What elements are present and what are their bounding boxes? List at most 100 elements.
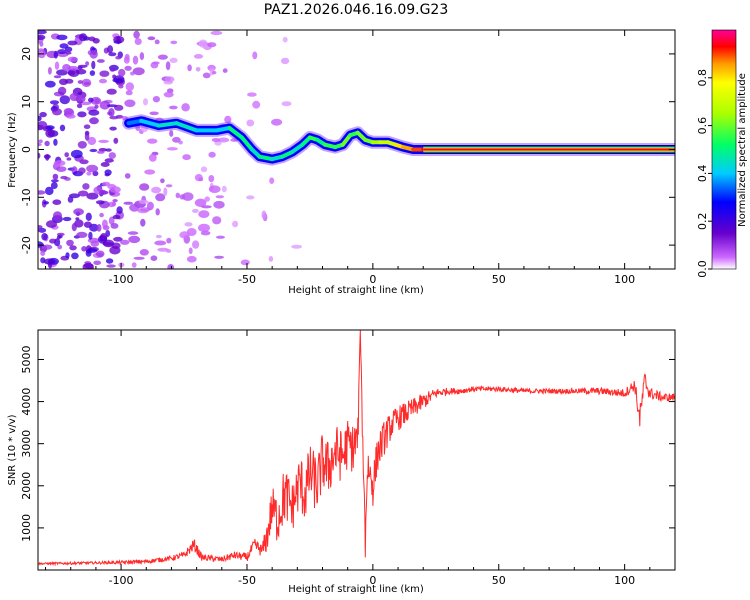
noise-speckle bbox=[52, 108, 62, 116]
noise-speckle bbox=[96, 150, 105, 154]
noise-speckle bbox=[154, 39, 160, 45]
noise-speckle bbox=[38, 48, 44, 52]
noise-speckle bbox=[67, 40, 78, 46]
noise-speckle bbox=[152, 96, 160, 103]
noise-speckle bbox=[132, 67, 145, 76]
noise-speckle bbox=[149, 111, 159, 116]
noise-speckle bbox=[88, 109, 100, 116]
noise-speckle bbox=[151, 186, 162, 194]
colorbar-tick-label: 0.2 bbox=[696, 212, 709, 230]
x-tick-label: 0 bbox=[369, 574, 376, 587]
y-tick-label: 1000 bbox=[20, 514, 33, 542]
spectrogram-y-ticks: -20 -10 0 10 20 bbox=[20, 47, 675, 254]
noise-speckle bbox=[124, 65, 132, 71]
noise-speckle bbox=[40, 250, 46, 256]
noise-speckle bbox=[38, 190, 46, 195]
noise-speckle bbox=[246, 119, 255, 127]
noise-speckle bbox=[138, 199, 149, 204]
noise-speckle bbox=[133, 256, 145, 260]
noise-speckle bbox=[144, 169, 156, 175]
noise-speckle bbox=[79, 101, 92, 106]
noise-speckle bbox=[77, 190, 89, 197]
noise-speckle bbox=[75, 217, 80, 221]
noise-speckle bbox=[45, 129, 55, 138]
noise-speckle bbox=[113, 40, 122, 44]
snr-series-line bbox=[38, 330, 675, 567]
noise-speckle bbox=[77, 66, 83, 70]
noise-speckle bbox=[51, 179, 59, 183]
noise-speckle bbox=[53, 75, 62, 79]
noise-speckle bbox=[53, 160, 66, 167]
noise-speckle bbox=[192, 240, 200, 249]
noise-speckle bbox=[268, 256, 274, 262]
noise-speckle bbox=[169, 57, 178, 63]
noise-speckle bbox=[147, 138, 158, 144]
noise-speckle bbox=[45, 220, 58, 228]
noise-speckle bbox=[124, 173, 131, 179]
noise-speckle bbox=[106, 264, 116, 268]
noise-speckle bbox=[67, 56, 78, 63]
x-tick-label: 50 bbox=[492, 574, 506, 587]
noise-speckle bbox=[146, 201, 154, 211]
y-tick-label: 4000 bbox=[20, 388, 33, 416]
noise-speckle bbox=[85, 249, 92, 257]
noise-speckle bbox=[111, 201, 117, 207]
noise-speckle bbox=[108, 152, 117, 159]
noise-speckle bbox=[179, 194, 186, 200]
noise-speckle bbox=[155, 208, 160, 216]
snr-x-ticks: -100 -50 0 50 100 bbox=[45, 330, 676, 587]
noise-speckle bbox=[129, 203, 140, 212]
snr-plot-area bbox=[38, 330, 675, 570]
spectrogram-x-axis-title: Height of straight line (km) bbox=[288, 285, 424, 296]
noise-speckle bbox=[45, 186, 54, 196]
spectrogram-x-ticks: -100 -50 0 50 100 bbox=[45, 30, 676, 286]
noise-speckle bbox=[182, 154, 191, 161]
colorbar-tick-label: 0.8 bbox=[696, 69, 709, 87]
noise-speckle bbox=[44, 125, 55, 130]
noise-speckle bbox=[57, 244, 63, 250]
noise-speckle bbox=[86, 192, 99, 200]
noise-speckle bbox=[204, 196, 210, 202]
noise-speckle bbox=[139, 249, 149, 256]
ridge-segment bbox=[290, 142, 305, 154]
figure-title: PAZ1.2026.046.16.09.G23 bbox=[264, 2, 449, 18]
ridge-segment bbox=[126, 118, 144, 126]
noise-speckle bbox=[130, 71, 135, 76]
spectrogram-noise bbox=[38, 30, 302, 269]
noise-speckle bbox=[165, 61, 171, 71]
noise-speckle bbox=[108, 108, 115, 117]
noise-speckle bbox=[82, 36, 91, 41]
noise-speckle bbox=[215, 195, 224, 199]
noise-speckle bbox=[157, 54, 168, 60]
noise-speckle bbox=[188, 247, 193, 255]
noise-speckle bbox=[207, 42, 217, 48]
noise-speckle bbox=[95, 200, 105, 205]
noise-speckle bbox=[110, 223, 119, 229]
noise-speckle bbox=[113, 236, 123, 242]
ridge-segment bbox=[139, 118, 161, 128]
noise-speckle bbox=[65, 114, 76, 119]
noise-speckle bbox=[89, 148, 98, 153]
noise-speckle bbox=[90, 240, 100, 247]
spectrogram-ridge bbox=[122, 114, 675, 166]
ridge-segment bbox=[227, 126, 244, 140]
noise-speckle bbox=[75, 95, 86, 103]
noise-speckle bbox=[213, 200, 225, 209]
noise-speckle bbox=[163, 91, 174, 98]
noise-speckle bbox=[89, 117, 99, 125]
noise-speckle bbox=[97, 59, 105, 63]
noise-speckle bbox=[186, 255, 197, 263]
noise-speckle bbox=[106, 88, 117, 95]
noise-speckle bbox=[91, 60, 96, 70]
noise-speckle bbox=[83, 124, 91, 129]
noise-speckle bbox=[125, 82, 134, 91]
noise-speckle bbox=[53, 138, 58, 146]
noise-speckle bbox=[211, 138, 221, 142]
y-tick-label: 0 bbox=[20, 146, 33, 153]
spectrogram-y-axis-title: Frequency (Hz) bbox=[7, 112, 18, 188]
noise-speckle bbox=[57, 86, 67, 95]
noise-speckle bbox=[198, 39, 208, 48]
noise-speckle bbox=[118, 68, 126, 77]
y-tick-label: 20 bbox=[20, 47, 33, 61]
noise-speckle bbox=[200, 166, 208, 173]
